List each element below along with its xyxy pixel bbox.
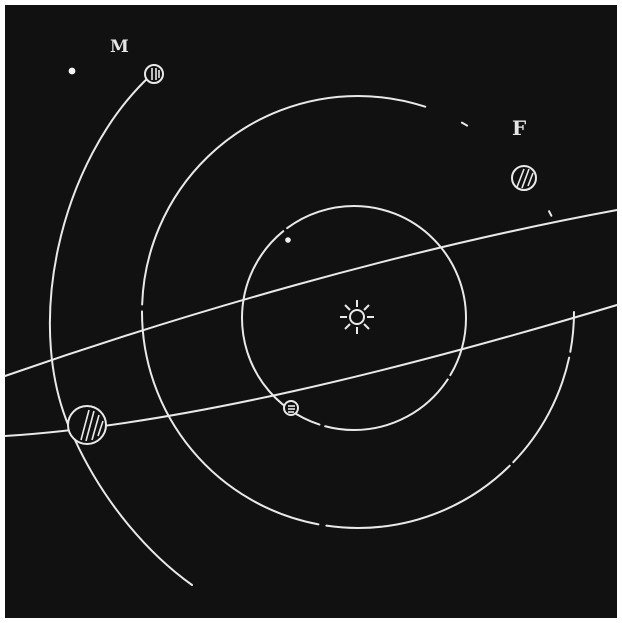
outer-orbit: [141, 95, 575, 529]
sun-icon: [340, 300, 374, 334]
planet-hatched-icon: [144, 64, 164, 84]
inner-orbit: [241, 205, 467, 431]
upper-band-line: [4, 209, 618, 377]
label-m: M: [110, 37, 129, 57]
planet-hatched-icon: [67, 405, 107, 445]
star-dot: [68, 67, 76, 75]
star-dot: [285, 237, 291, 243]
label-f: F: [512, 116, 526, 140]
planet-hatched-icon: [511, 165, 537, 191]
left-arc: [49, 75, 193, 586]
planet-hatched-icon: [283, 400, 299, 416]
diagram-background: [5, 5, 617, 618]
